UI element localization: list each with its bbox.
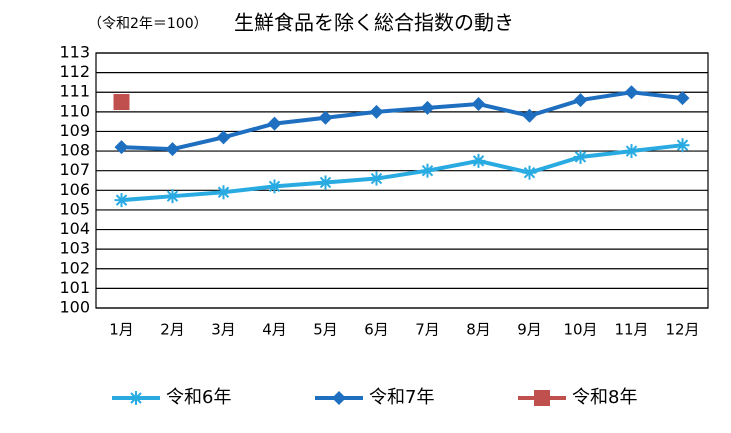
chart-subtitle: （令和2年＝100） [88, 16, 208, 32]
y-tick-label: 106 [59, 180, 90, 199]
marker-stroke [166, 190, 179, 202]
marker [522, 165, 537, 180]
marker-stroke [676, 139, 689, 151]
marker-stroke [523, 166, 536, 179]
x-tick-label: 11月 [614, 321, 648, 339]
y-tick-label: 111 [59, 82, 90, 101]
series-line [121, 90, 683, 152]
marker [216, 185, 231, 200]
x-tick-label: 8月 [466, 321, 491, 339]
x-tick-label: 9月 [517, 321, 542, 339]
plot-border [95, 52, 709, 309]
x-tick-label: 2月 [160, 321, 185, 339]
marker [267, 116, 282, 131]
marker [420, 163, 435, 178]
y-tick-label: 105 [59, 199, 90, 218]
marker [114, 193, 129, 208]
x-tick-label: 12月 [665, 321, 699, 339]
marker [332, 391, 346, 405]
x-tick-label: 10月 [563, 321, 597, 339]
marker-stroke [472, 155, 485, 167]
marker [624, 144, 639, 159]
legend-label: 令和7年 [369, 387, 434, 408]
marker [675, 138, 690, 153]
marker [573, 149, 588, 164]
marker-stroke [217, 186, 230, 198]
y-tick-label: 100 [59, 298, 90, 317]
marker [216, 130, 231, 145]
y-tick-label: 113 [59, 43, 90, 62]
x-tick-label: 1月 [109, 321, 134, 339]
marker-stroke [370, 172, 383, 185]
marker-stroke [268, 180, 281, 193]
y-tick-label: 102 [59, 258, 90, 277]
marker [113, 94, 130, 111]
marker [420, 100, 435, 115]
x-tick-label: 5月 [313, 321, 338, 339]
marker [318, 175, 333, 190]
marker [318, 110, 333, 125]
marker-stroke [115, 194, 128, 206]
marker [471, 97, 486, 111]
marker [369, 104, 384, 119]
x-tick-label: 4月 [262, 321, 287, 339]
marker [624, 85, 639, 100]
marker [267, 179, 282, 194]
legend-label: 令和8年 [572, 387, 637, 408]
chart-title: 生鮮食品を除く総合指数の動き [234, 11, 514, 35]
marker [522, 108, 537, 123]
marker [675, 91, 690, 106]
x-tick-label: 6月 [364, 321, 389, 339]
marker [471, 153, 486, 168]
marker [165, 142, 180, 157]
marker [534, 390, 550, 406]
y-tick-label: 109 [59, 121, 90, 140]
y-tick-label: 112 [59, 62, 90, 81]
marker [114, 140, 129, 155]
x-tick-label: 3月 [211, 321, 236, 339]
marker [573, 93, 588, 108]
marker-stroke [319, 176, 332, 189]
marker-stroke [625, 145, 638, 157]
y-tick-label: 103 [59, 239, 90, 258]
marker-stroke [574, 151, 587, 163]
legend-label: 令和6年 [166, 387, 231, 408]
y-tick-label: 110 [59, 101, 90, 120]
marker [165, 189, 180, 204]
series-line [121, 143, 683, 203]
y-tick-label: 107 [59, 160, 90, 179]
y-tick-label: 104 [59, 219, 90, 238]
y-tick-label: 101 [59, 278, 90, 297]
y-tick-label: 108 [59, 141, 90, 160]
marker-stroke [421, 164, 434, 177]
marker [129, 391, 143, 405]
marker [369, 171, 384, 186]
marker-stroke [130, 392, 142, 404]
x-tick-label: 7月 [415, 321, 440, 339]
